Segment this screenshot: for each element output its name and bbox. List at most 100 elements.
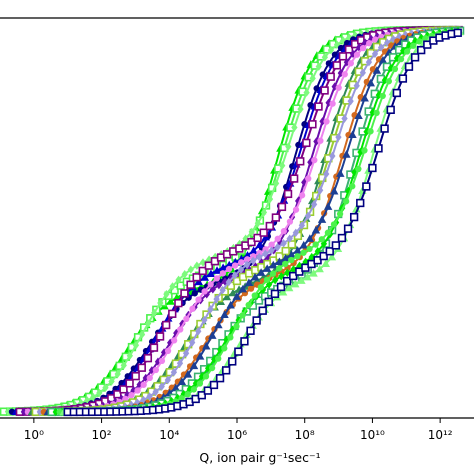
data-point xyxy=(237,265,245,274)
data-series xyxy=(0,25,460,416)
data-point xyxy=(297,276,306,284)
data-point xyxy=(232,292,241,300)
data-point xyxy=(250,253,257,260)
data-point xyxy=(202,341,211,350)
data-series xyxy=(40,27,462,416)
data-point xyxy=(152,366,160,374)
data-point xyxy=(164,347,172,355)
data-point xyxy=(144,319,152,328)
series-line xyxy=(47,29,460,413)
x-tick-label: 10⁸ xyxy=(295,428,315,442)
data-point xyxy=(151,308,158,318)
data-point xyxy=(294,253,301,260)
x-tick-label: 10¹⁰ xyxy=(360,428,385,442)
data-point xyxy=(252,316,261,325)
data-point xyxy=(347,96,354,106)
data-point xyxy=(208,364,216,372)
data-point xyxy=(331,241,341,250)
data-point xyxy=(308,120,317,129)
series-line xyxy=(39,29,461,413)
data-point xyxy=(368,34,375,44)
data-point xyxy=(343,224,353,233)
data-point xyxy=(149,343,159,352)
data-point xyxy=(219,270,227,277)
data-point xyxy=(183,370,193,378)
data-point xyxy=(231,262,239,269)
data-point xyxy=(374,32,381,41)
data-point xyxy=(238,284,248,293)
data-point xyxy=(187,265,194,274)
data-point xyxy=(352,204,361,213)
data-point xyxy=(338,52,348,61)
data-point xyxy=(219,285,226,295)
series-line xyxy=(35,29,460,413)
data-point xyxy=(220,310,229,318)
data-point xyxy=(222,292,232,301)
data-point xyxy=(275,265,283,272)
data-point xyxy=(337,233,347,243)
data-point xyxy=(114,369,121,379)
data-point xyxy=(195,296,202,303)
data-point xyxy=(119,385,128,394)
data-point xyxy=(372,66,382,74)
data-point xyxy=(163,289,170,299)
data-point xyxy=(256,268,266,276)
data-point xyxy=(264,297,273,306)
data-point xyxy=(371,49,379,59)
data-point xyxy=(231,271,238,280)
data-point xyxy=(263,276,271,284)
data-point xyxy=(239,312,246,319)
x-axis-label: Q, ion pair g⁻¹sec⁻¹ xyxy=(199,450,320,465)
data-point xyxy=(309,269,318,277)
data-point xyxy=(128,392,135,399)
data-point xyxy=(318,236,325,243)
data-point xyxy=(354,111,363,120)
data-point xyxy=(143,354,153,363)
data-point xyxy=(309,74,316,83)
data-point xyxy=(290,265,297,274)
data-point xyxy=(325,98,332,107)
data-point xyxy=(213,294,220,304)
data-point xyxy=(258,306,267,315)
data-point xyxy=(234,347,243,356)
x-axis: 10⁰ 10² 10⁴ 10⁶ 10⁸ 10¹⁰ 10¹² xyxy=(24,418,453,442)
data-point xyxy=(170,337,178,344)
data-point xyxy=(329,100,336,107)
data-point xyxy=(280,228,287,235)
data-point xyxy=(228,288,238,297)
data-point xyxy=(36,407,43,417)
data-point xyxy=(247,285,255,292)
data-point xyxy=(303,88,310,97)
data-series xyxy=(24,26,458,415)
data-series xyxy=(63,28,462,417)
data-point xyxy=(262,249,269,259)
data-point xyxy=(319,251,328,261)
data-point xyxy=(321,53,329,62)
data-point xyxy=(359,44,367,52)
data-point xyxy=(387,63,395,73)
data-point xyxy=(201,288,208,295)
data-point xyxy=(189,338,196,347)
data-point xyxy=(134,387,141,394)
data-point xyxy=(287,250,296,259)
data-point xyxy=(367,128,374,135)
data-point xyxy=(108,377,115,386)
data-point xyxy=(416,38,423,45)
data-point xyxy=(385,78,392,85)
data-point xyxy=(410,53,420,62)
data-point xyxy=(282,276,292,286)
data-point xyxy=(244,256,251,263)
data-point xyxy=(325,247,334,256)
data-point xyxy=(297,104,304,114)
data-point xyxy=(379,92,386,100)
data-point xyxy=(310,200,318,209)
data-point xyxy=(321,259,330,267)
data-point xyxy=(265,280,273,289)
data-point xyxy=(397,56,405,63)
data-point xyxy=(299,240,308,249)
data-point xyxy=(359,68,366,77)
data-point xyxy=(52,407,59,417)
data-point xyxy=(314,247,321,256)
data-point xyxy=(327,252,337,261)
